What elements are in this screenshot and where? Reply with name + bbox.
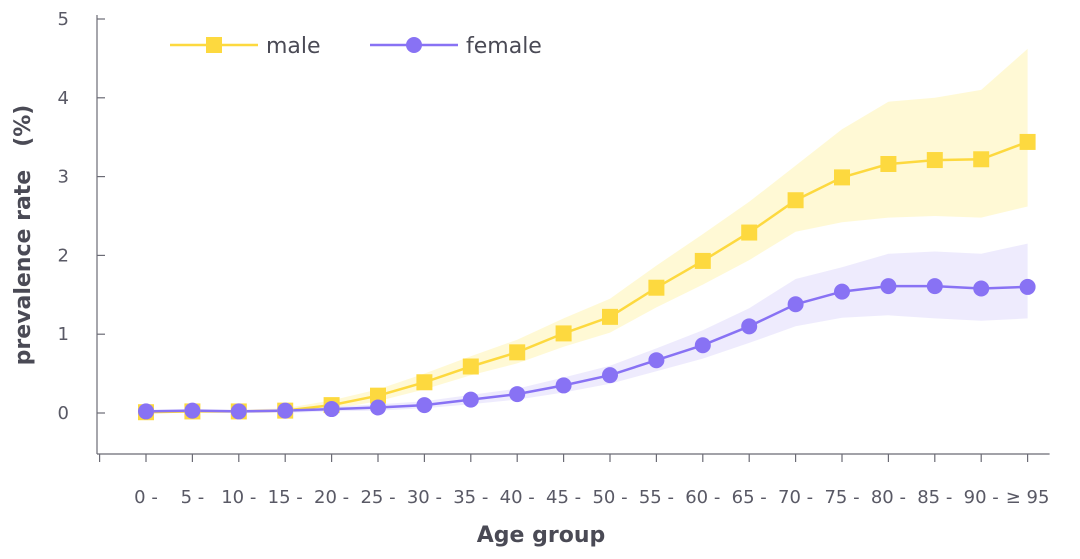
female-point bbox=[741, 318, 758, 335]
series-markers bbox=[138, 133, 1036, 421]
male-point bbox=[370, 387, 386, 404]
male-point bbox=[555, 325, 572, 342]
legend-female-label: female bbox=[466, 34, 542, 59]
x-tick-label: 40 - bbox=[500, 487, 535, 508]
male-point bbox=[973, 151, 990, 168]
female-point bbox=[416, 397, 433, 414]
y-tick-label: 5 bbox=[58, 9, 69, 30]
female-point bbox=[880, 278, 897, 295]
x-tick-label: 30 - bbox=[407, 487, 442, 508]
x-tick-label: 50 - bbox=[592, 487, 627, 508]
x-tick-label: 0 - bbox=[134, 487, 158, 508]
y-tick-label: 1 bbox=[58, 324, 69, 345]
female-point bbox=[973, 280, 990, 297]
x-tick-label: 75 - bbox=[824, 487, 859, 508]
male-point bbox=[741, 224, 758, 241]
x-tick-label: 90 - bbox=[964, 487, 999, 508]
x-tick-label: 80 - bbox=[871, 487, 906, 508]
female-point bbox=[555, 377, 572, 394]
male-point bbox=[462, 358, 479, 375]
legend-female-marker bbox=[406, 37, 422, 53]
female-point bbox=[787, 296, 804, 313]
female-point bbox=[370, 399, 386, 416]
x-tick-label: 20 - bbox=[314, 487, 349, 508]
x-tick-label: 60 - bbox=[685, 487, 720, 508]
male-point bbox=[1019, 133, 1036, 150]
y-tick-label: 0 bbox=[58, 403, 69, 424]
female-point bbox=[462, 391, 479, 408]
male-point bbox=[926, 152, 943, 169]
x-tick-label: 35 - bbox=[453, 487, 488, 508]
female-point bbox=[694, 337, 711, 354]
male-point bbox=[509, 344, 526, 361]
male-point bbox=[787, 192, 804, 209]
x-tick-label: 15 - bbox=[268, 487, 303, 508]
x-tick-label: 5 - bbox=[181, 487, 205, 508]
female-point bbox=[277, 402, 294, 419]
female-point bbox=[926, 278, 943, 295]
female-point bbox=[323, 401, 340, 418]
x-tick-label: 45 - bbox=[546, 487, 581, 508]
y-tick-label: 3 bbox=[58, 167, 69, 188]
male-point bbox=[694, 252, 711, 269]
female-point bbox=[184, 402, 201, 419]
x-tick-label: 85 - bbox=[917, 487, 952, 508]
y-tick-label: 4 bbox=[58, 88, 69, 109]
x-axis-title: Age group bbox=[477, 523, 605, 548]
x-tick-label: 10 - bbox=[221, 487, 256, 508]
y-tick-label: 2 bbox=[58, 245, 69, 266]
x-tick-label: 65 - bbox=[732, 487, 767, 508]
male-confidence-band bbox=[146, 48, 1028, 414]
legend-male-label: male bbox=[266, 34, 321, 59]
male-point bbox=[416, 374, 433, 391]
female-point bbox=[834, 283, 850, 300]
female-point bbox=[138, 403, 154, 420]
legend-male-marker bbox=[206, 37, 222, 53]
female-point bbox=[602, 367, 618, 384]
male-point bbox=[602, 308, 618, 325]
x-tick-label: ≥ 95 bbox=[1006, 487, 1050, 508]
x-tick-label: 25 - bbox=[360, 487, 395, 508]
female-confidence-band bbox=[146, 243, 1028, 413]
male-point bbox=[834, 169, 850, 186]
female-point bbox=[230, 403, 247, 420]
female-point bbox=[1019, 278, 1036, 295]
confidence-bands bbox=[146, 48, 1028, 414]
y-axis-title: prevalence rate (%) bbox=[11, 105, 36, 366]
male-point bbox=[648, 279, 665, 296]
x-tick-label: 70 - bbox=[778, 487, 813, 508]
male-point bbox=[880, 155, 897, 172]
legend: male female bbox=[170, 34, 542, 59]
female-point bbox=[648, 352, 665, 369]
female-point bbox=[509, 386, 526, 403]
x-tick-label: 55 - bbox=[639, 487, 674, 508]
